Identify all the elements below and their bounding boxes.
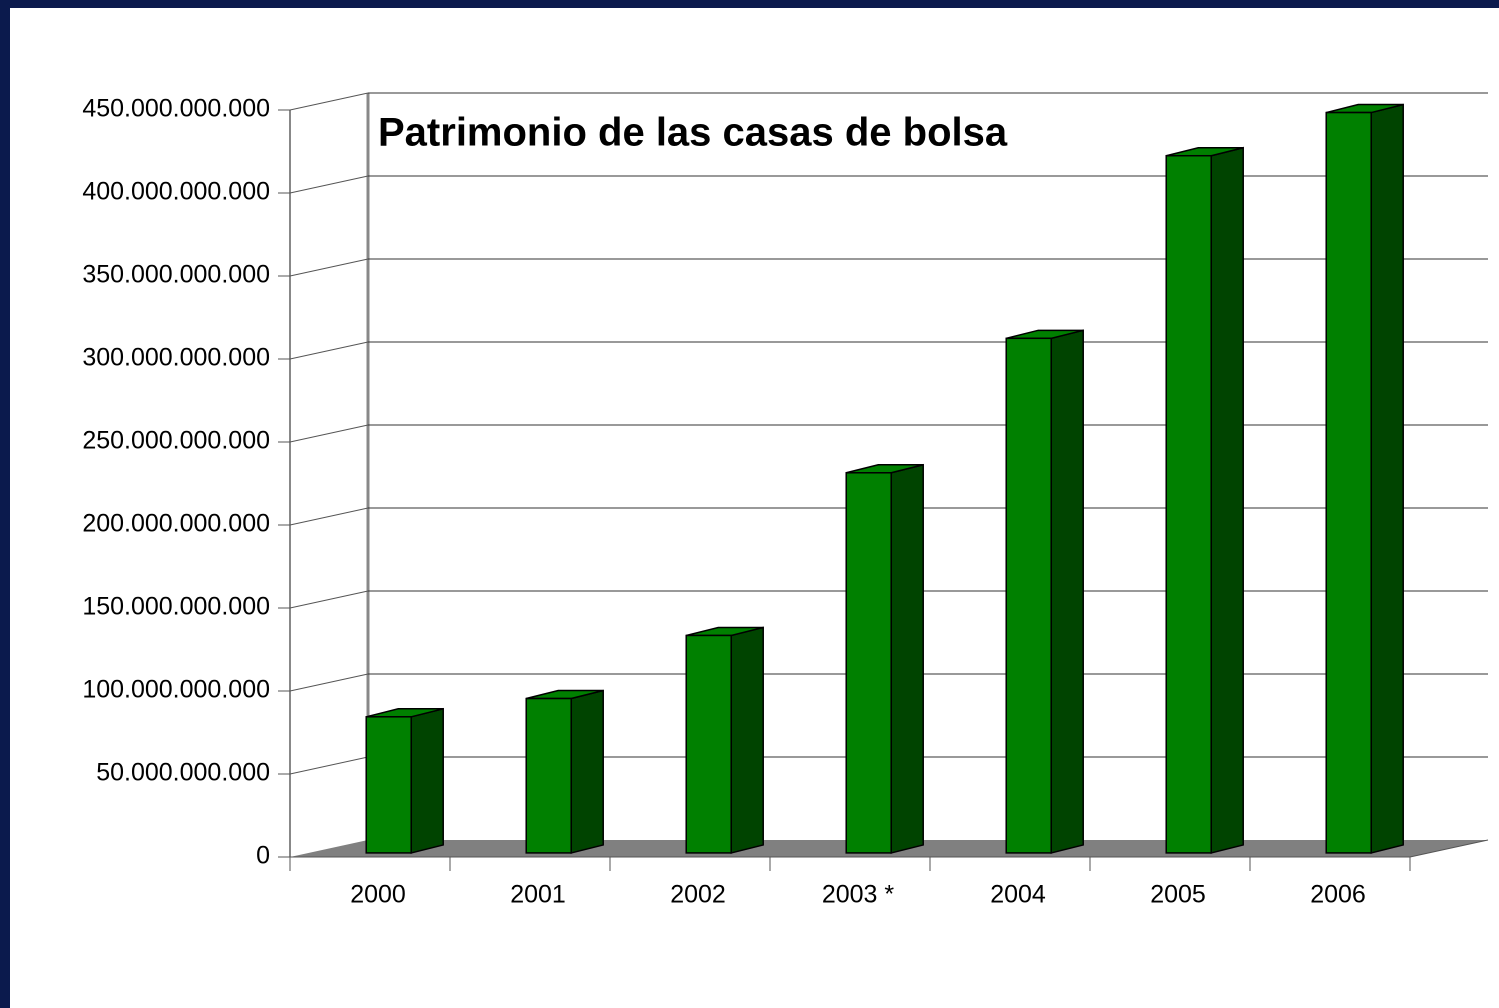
bar (1005, 337, 1052, 854)
bar (525, 697, 572, 854)
bar (1325, 111, 1372, 854)
x-axis-slant (1409, 839, 1489, 858)
x-tick-label: 2004 (990, 881, 1046, 909)
y-tick-label: 50.000.000.000 (96, 759, 270, 787)
y-tick-label: 200.000.000.000 (82, 510, 270, 538)
grid-line-slant (289, 590, 369, 609)
x-tick-label: 2000 (350, 881, 406, 909)
x-tick-label: 2003 * (822, 881, 895, 909)
grid-line-slant (289, 92, 369, 111)
bar (1165, 154, 1212, 854)
grid-line-slant (289, 258, 369, 277)
y-tick-label: 350.000.000.000 (82, 261, 270, 289)
grid-line-slant (289, 507, 369, 526)
grid-line-slant (289, 341, 369, 360)
y-tick-label: 100.000.000.000 (82, 676, 270, 704)
y-tick-label: 400.000.000.000 (82, 178, 270, 206)
bar-side (730, 626, 764, 854)
y-tick-label: 0 (256, 842, 270, 870)
x-tick-label: 2005 (1150, 881, 1206, 909)
bar-side (1370, 103, 1404, 854)
bar-side (410, 707, 444, 854)
x-tick-label: 2001 (510, 881, 566, 909)
grid-line-slant (289, 175, 369, 194)
y-tick-label: 300.000.000.000 (82, 344, 270, 372)
grid-line-slant (289, 673, 369, 692)
y-tick-label: 150.000.000.000 (82, 593, 270, 621)
y-tick-label: 450.000.000.000 (82, 95, 270, 123)
grid-line-slant (289, 756, 369, 775)
grid-line-slant (289, 424, 369, 443)
x-tick-label: 2006 (1310, 881, 1366, 909)
bar (685, 634, 732, 854)
x-tick-label: 2002 (670, 881, 726, 909)
bar-side (1210, 146, 1244, 854)
bar-side (1050, 329, 1084, 854)
chart-title: Patrimonio de las casas de bolsa (378, 111, 1008, 155)
y-tick-label: 250.000.000.000 (82, 427, 270, 455)
bar-side (570, 689, 604, 854)
bar (845, 472, 892, 854)
bar (365, 716, 412, 854)
bar-side (890, 463, 924, 854)
